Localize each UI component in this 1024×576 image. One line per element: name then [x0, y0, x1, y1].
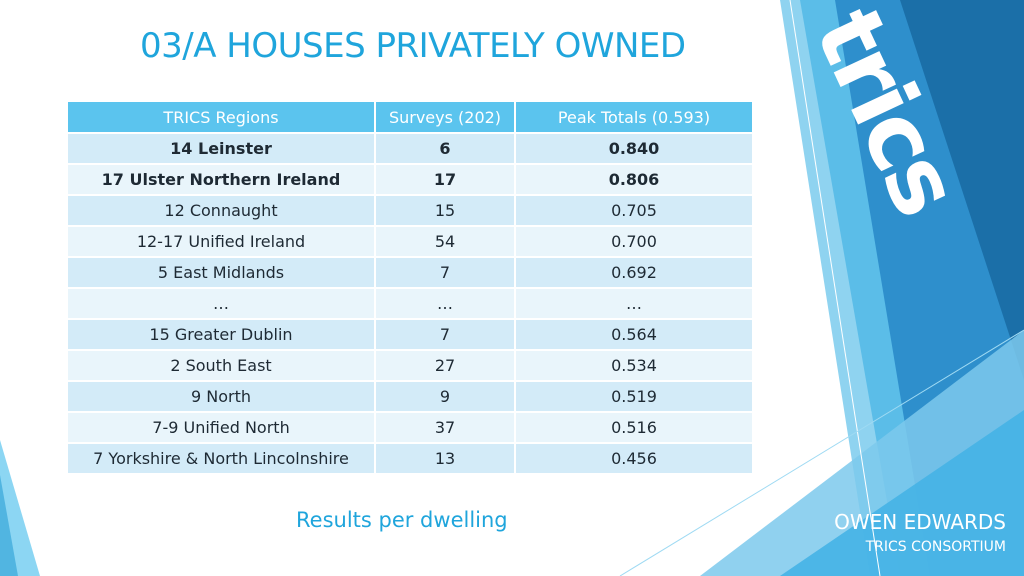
cell-region: 7-9 Unified North [68, 411, 376, 443]
cell-region: … [68, 287, 376, 319]
table-row: … … … [68, 287, 752, 319]
table-row: 5 East Midlands 7 0.692 [68, 256, 752, 288]
cell-peak: … [515, 287, 752, 319]
cell-peak: 0.516 [515, 411, 752, 443]
cell-region: 9 North [68, 380, 376, 412]
cell-region: 14 Leinster [68, 132, 376, 164]
cell-peak: 0.700 [515, 225, 752, 257]
cell-region: 17 Ulster Northern Ireland [68, 163, 376, 195]
table-header-row: TRICS Regions Surveys (202) Peak Totals … [68, 102, 752, 133]
header-peak-totals: Peak Totals (0.593) [515, 102, 752, 133]
table-row: 12-17 Unified Ireland 54 0.700 [68, 225, 752, 257]
cell-surveys: 6 [375, 132, 516, 164]
cell-peak: 0.564 [515, 318, 752, 350]
cell-region: 5 East Midlands [68, 256, 376, 288]
cell-region: 15 Greater Dublin [68, 318, 376, 350]
table-row: 15 Greater Dublin 7 0.564 [68, 318, 752, 350]
cell-surveys: 7 [375, 256, 516, 288]
header-regions: TRICS Regions [68, 102, 376, 133]
cell-surveys: 9 [375, 380, 516, 412]
cell-surveys: 17 [375, 163, 516, 195]
author-organisation: TRICS CONSORTIUM [865, 539, 1006, 555]
author-name: OWEN EDWARDS [834, 510, 1006, 534]
cell-peak: 0.456 [515, 442, 752, 473]
table-row: 2 South East 27 0.534 [68, 349, 752, 381]
cell-peak: 0.692 [515, 256, 752, 288]
cell-peak: 0.806 [515, 163, 752, 195]
cell-surveys: 13 [375, 442, 516, 473]
header-surveys: Surveys (202) [375, 102, 516, 133]
cell-surveys: … [375, 287, 516, 319]
cell-surveys: 27 [375, 349, 516, 381]
table-row: 17 Ulster Northern Ireland 17 0.806 [68, 163, 752, 195]
cell-surveys: 54 [375, 225, 516, 257]
cell-peak: 0.534 [515, 349, 752, 381]
caption-results-per-dwelling: Results per dwelling [296, 508, 508, 532]
cell-region: 2 South East [68, 349, 376, 381]
table-row: 12 Connaught 15 0.705 [68, 194, 752, 226]
cell-region: 12-17 Unified Ireland [68, 225, 376, 257]
cell-surveys: 15 [375, 194, 516, 226]
table-row: 14 Leinster 6 0.840 [68, 132, 752, 164]
table-row: 7-9 Unified North 37 0.516 [68, 411, 752, 443]
cell-region: 12 Connaught [68, 194, 376, 226]
results-table: TRICS Regions Surveys (202) Peak Totals … [68, 102, 752, 473]
cell-surveys: 7 [375, 318, 516, 350]
cell-peak: 0.519 [515, 380, 752, 412]
cell-surveys: 37 [375, 411, 516, 443]
table-row: 7 Yorkshire & North Lincolnshire 13 0.45… [68, 442, 752, 473]
cell-peak: 0.840 [515, 132, 752, 164]
slide-title: 03/A HOUSES PRIVATELY OWNED [140, 26, 686, 66]
table-row: 9 North 9 0.519 [68, 380, 752, 412]
cell-peak: 0.705 [515, 194, 752, 226]
cell-region: 7 Yorkshire & North Lincolnshire [68, 442, 376, 473]
